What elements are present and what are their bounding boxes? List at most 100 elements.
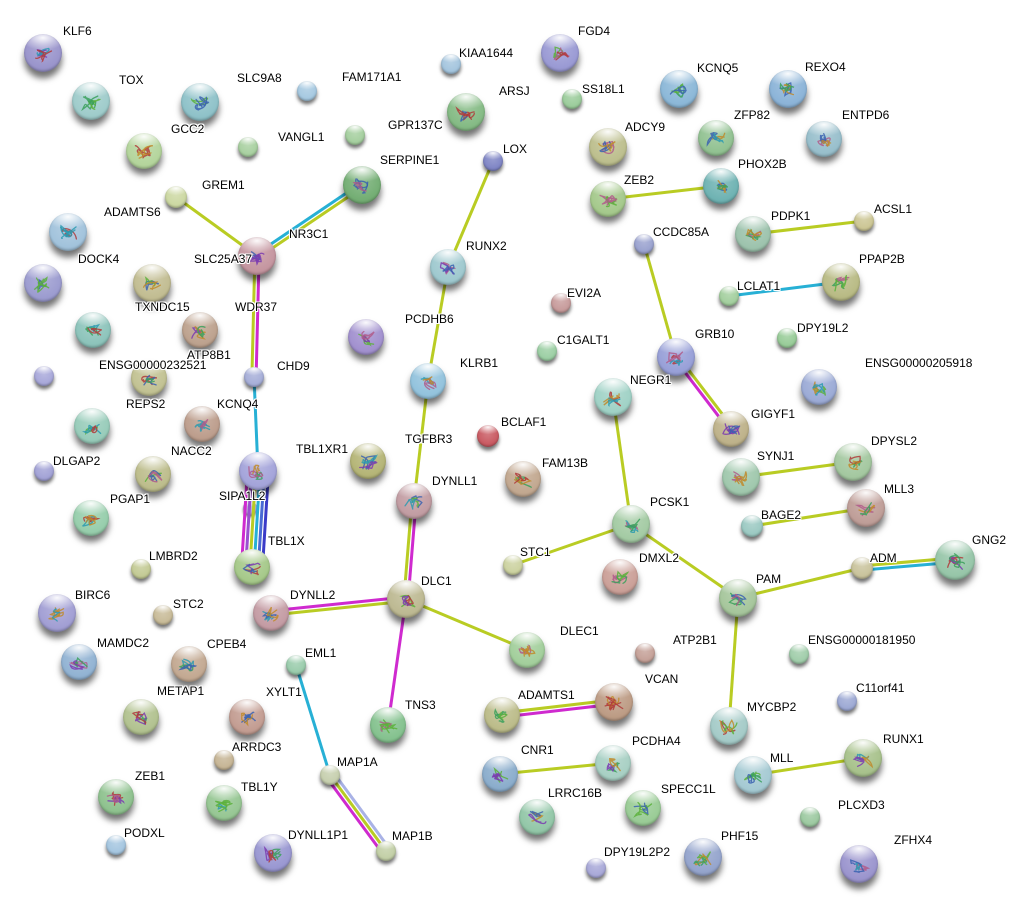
node-KCNQ5[interactable]	[660, 70, 698, 108]
node-DOCK4[interactable]	[24, 264, 62, 302]
edge-ZEB2-PHOX2B-lime[interactable]	[607, 184, 722, 201]
node-BCLAF1[interactable]	[477, 425, 499, 447]
node-ATP2B1[interactable]	[635, 643, 655, 663]
node-STC1[interactable]	[503, 555, 523, 575]
edge-DLC1-TNS3-magenta[interactable]	[386, 598, 408, 726]
node-PDPK1[interactable]	[735, 216, 771, 252]
node-MLL[interactable]	[734, 756, 772, 794]
edge-DLC1-DLEC1-lime[interactable]	[405, 597, 528, 652]
edge-EML1-MAP1A-cyan[interactable]	[294, 664, 332, 776]
node-KIAA1644[interactable]	[441, 54, 461, 74]
edge-NEGR1-PCSK1-lime[interactable]	[611, 396, 633, 525]
node-BIRC6[interactable]	[38, 594, 76, 632]
node-ENSG00000232521[interactable]	[34, 366, 54, 386]
node-RUNX1[interactable]	[844, 739, 882, 777]
node-TBL1XR1[interactable]	[239, 452, 277, 490]
node-KLRB1[interactable]	[410, 363, 446, 399]
node-ENTPD6[interactable]	[806, 121, 842, 157]
node-PAM[interactable]	[719, 579, 757, 617]
node-KLF6[interactable]	[24, 34, 62, 72]
edge-TBL1XR1-TBL1X-indigo[interactable]	[261, 471, 270, 568]
node-MYCBP2[interactable]	[710, 707, 748, 745]
node-METAP1[interactable]	[123, 699, 159, 735]
node-EML1[interactable]	[286, 655, 306, 675]
node-DLGAP2[interactable]	[34, 461, 54, 481]
node-VCAN[interactable]	[595, 683, 633, 721]
node-ACSL1[interactable]	[854, 211, 874, 231]
node-PHF15[interactable]	[684, 838, 722, 876]
edge-NR3C1-SERPINE1-lime[interactable]	[257, 185, 365, 259]
node-DPYSL2[interactable]	[834, 443, 872, 481]
node-MLL3[interactable]	[847, 489, 885, 527]
edge-STC1-PCSK1-lime[interactable]	[512, 522, 632, 567]
node-GCC2[interactable]	[126, 133, 162, 169]
node-FAM13B[interactable]	[505, 461, 541, 497]
edge-PAM-ADM-lime[interactable]	[737, 566, 863, 600]
node-TBL1X[interactable]	[234, 549, 270, 585]
node-TXNDC15[interactable]	[75, 312, 111, 348]
node-SYNJ1[interactable]	[722, 458, 760, 496]
node-DYNLL1P1[interactable]	[254, 834, 292, 872]
node-TGFBR3[interactable]	[350, 443, 386, 479]
node-DYNLL1[interactable]	[396, 483, 432, 519]
node-EVI2A[interactable]	[551, 293, 571, 313]
node-REXO4[interactable]	[769, 70, 807, 108]
node-NR3C1[interactable]	[238, 237, 276, 275]
edge-PCSK1-PAM-lime[interactable]	[630, 522, 739, 600]
node-ENSG00000181950[interactable]	[789, 644, 809, 664]
edge-MAP1A-MAP1B-lime[interactable]	[328, 774, 388, 852]
node-DPY19L2[interactable]	[777, 328, 797, 348]
node-PPAP2B[interactable]	[822, 263, 860, 301]
edge-MAP1A-MAP1B-periwinkle[interactable]	[332, 771, 391, 850]
node-MAP1B[interactable]	[376, 841, 396, 861]
node-KCNQ4[interactable]	[184, 406, 220, 442]
node-GPR137C[interactable]	[345, 125, 365, 145]
node-CPEB4[interactable]	[171, 646, 207, 682]
node-TNS3[interactable]	[370, 707, 406, 743]
node-ARSJ[interactable]	[447, 93, 485, 131]
node-PODXL[interactable]	[106, 835, 126, 855]
node-DLEC1[interactable]	[509, 632, 545, 668]
node-PHOX2B[interactable]	[703, 168, 739, 204]
edge-NR3C1-CHD9-magenta[interactable]	[254, 256, 261, 378]
node-LRRC16B[interactable]	[519, 799, 555, 835]
node-GIGYF1[interactable]	[713, 411, 749, 447]
edge-DYNLL2-DLC1-magenta[interactable]	[270, 595, 406, 613]
node-PLCXD3[interactable]	[800, 807, 820, 827]
node-ZEB1[interactable]	[98, 779, 134, 815]
edge-PDPK1-ACSL1-lime[interactable]	[752, 219, 865, 236]
node-RUNX2[interactable]	[430, 249, 466, 285]
node-CHD9[interactable]	[244, 367, 264, 387]
edge-DYNLL2-DLC1-lime[interactable]	[271, 599, 407, 617]
node-PCSK1[interactable]	[612, 505, 650, 543]
node-ADM[interactable]	[851, 557, 873, 579]
edge-LOX-RUNX2-lime[interactable]	[446, 160, 495, 268]
node-DLC1[interactable]	[387, 580, 425, 618]
node-FGD4[interactable]	[541, 34, 579, 72]
edge-NR3C1-SERPINE1-cyan[interactable]	[254, 182, 362, 256]
node-PCDHB6[interactable]	[348, 319, 384, 355]
edge-MAP1A-MAP1B-magenta[interactable]	[325, 776, 384, 855]
node-TOX[interactable]	[72, 82, 110, 120]
node-DMXL2[interactable]	[602, 559, 638, 595]
node-MAP1A[interactable]	[320, 765, 340, 785]
node-ADCY9[interactable]	[589, 128, 627, 166]
node-ZFHX4[interactable]	[840, 845, 878, 883]
node-MAMDC2[interactable]	[61, 644, 97, 680]
node-LCLAT1[interactable]	[719, 286, 739, 306]
node-SLC25A37[interactable]	[133, 264, 171, 302]
node-ARRDC3[interactable]	[214, 750, 234, 770]
edge-PAM-MYCBP2-lime[interactable]	[727, 597, 740, 727]
node-NEGR1[interactable]	[594, 378, 632, 416]
node-ZFP82[interactable]	[698, 120, 734, 156]
edge-CNR1-PCDHA4-lime[interactable]	[499, 761, 614, 776]
node-XYLT1[interactable]	[229, 699, 265, 735]
node-PCDHA4[interactable]	[595, 745, 631, 781]
node-CNR1[interactable]	[482, 756, 518, 792]
node-DPY19L2P2[interactable]	[586, 858, 606, 878]
node-GREM1[interactable]	[165, 186, 187, 208]
node-STC2[interactable]	[153, 605, 173, 625]
node-VANGL1[interactable]	[238, 137, 258, 157]
node-CCDC85A[interactable]	[634, 234, 654, 254]
node-LOX[interactable]	[483, 151, 503, 171]
